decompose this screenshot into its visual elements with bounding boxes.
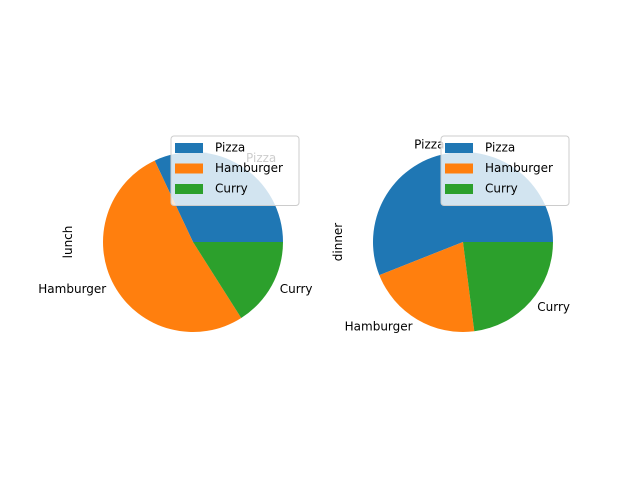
ylabel-lunch: lunch — [61, 226, 75, 259]
legend-label-lunch-pizza: Pizza — [215, 141, 245, 155]
pie-chart-dinner: dinner Pizza Hamburger Curry Pizza Hamburge… — [331, 135, 570, 334]
legend-dinner: Pizza Hamburger Curry — [440, 135, 570, 206]
pie-slice-lunch-curry — [193, 242, 283, 318]
legend-swatch-dinner-hamburger — [445, 163, 473, 174]
legend-lunch: Pizza Hamburger Curry — [170, 135, 300, 206]
legend-label-dinner-curry: Curry — [485, 182, 518, 196]
legend-label-dinner-pizza: Pizza — [485, 141, 515, 155]
slice-label-dinner-pizza: Pizza — [414, 137, 444, 151]
legend-swatch-lunch-hamburger — [175, 163, 203, 174]
pie-slice-dinner-hamburger — [379, 242, 475, 332]
legend-swatch-lunch-curry — [175, 184, 203, 194]
pie-slice-dinner-curry — [463, 242, 553, 332]
legend-label-dinner-hamburger: Hamburger — [485, 161, 553, 175]
pie-chart-lunch: lunch Pizza Hamburger Curry Pizza Hamburger… — [38, 135, 313, 333]
slice-label-lunch-hamburger: Hamburger — [38, 282, 106, 296]
legend-swatch-dinner-curry — [445, 184, 473, 194]
slice-label-dinner-curry: Curry — [537, 300, 570, 314]
legend-swatch-dinner-pizza — [445, 143, 473, 153]
legend-label-lunch-hamburger: Hamburger — [215, 161, 283, 175]
slice-label-dinner-hamburger: Hamburger — [345, 320, 413, 334]
slice-label-lunch-curry: Curry — [280, 282, 313, 296]
legend-swatch-lunch-pizza — [175, 143, 203, 153]
legend-label-lunch-curry: Curry — [215, 182, 248, 196]
pie-labels-dinner: Pizza Hamburger Curry — [345, 137, 570, 333]
pie-slice-lunch-hamburger — [102, 160, 242, 333]
ylabel-dinner: dinner — [331, 223, 345, 262]
